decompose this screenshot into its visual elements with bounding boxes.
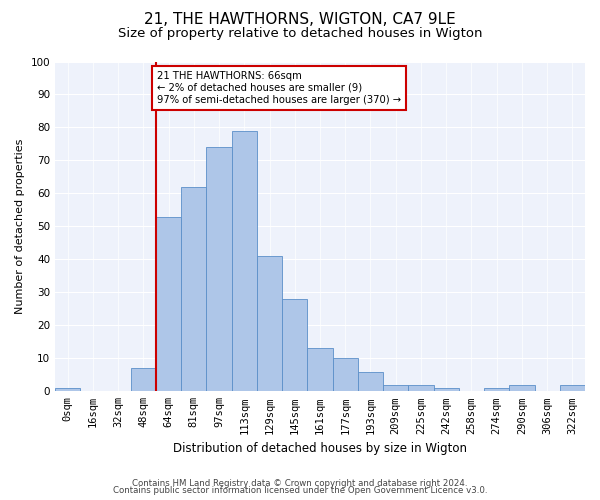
Bar [560,384,585,392]
Bar [358,372,383,392]
Bar [232,131,257,392]
Bar [257,256,282,392]
Bar [206,147,232,392]
Text: 21, THE HAWTHORNS, WIGTON, CA7 9LE: 21, THE HAWTHORNS, WIGTON, CA7 9LE [144,12,456,28]
Bar [55,388,80,392]
Bar [434,388,459,392]
Bar [282,299,307,392]
Text: Contains public sector information licensed under the Open Government Licence v3: Contains public sector information licen… [113,486,487,495]
Bar [181,187,206,392]
Bar [484,388,509,392]
Bar [332,358,358,392]
Text: 21 THE HAWTHORNS: 66sqm
← 2% of detached houses are smaller (9)
97% of semi-deta: 21 THE HAWTHORNS: 66sqm ← 2% of detached… [157,72,401,104]
X-axis label: Distribution of detached houses by size in Wigton: Distribution of detached houses by size … [173,442,467,455]
Text: Size of property relative to detached houses in Wigton: Size of property relative to detached ho… [118,28,482,40]
Bar [383,384,409,392]
Y-axis label: Number of detached properties: Number of detached properties [15,138,25,314]
Bar [307,348,332,392]
Bar [131,368,156,392]
Text: Contains HM Land Registry data © Crown copyright and database right 2024.: Contains HM Land Registry data © Crown c… [132,478,468,488]
Bar [156,216,181,392]
Bar [509,384,535,392]
Bar [409,384,434,392]
